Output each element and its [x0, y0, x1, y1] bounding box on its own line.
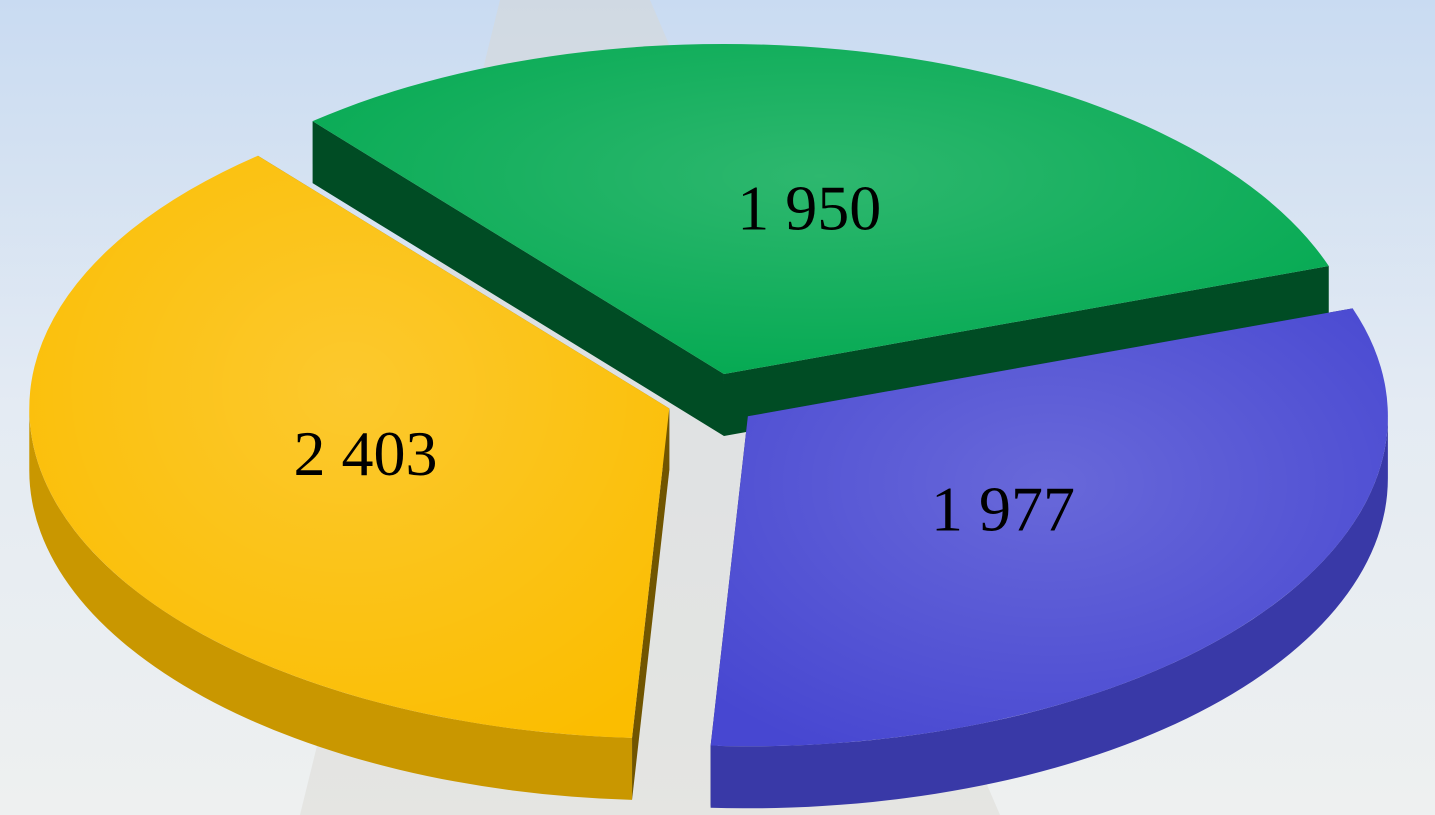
data-label: 1 950: [737, 173, 881, 244]
pie-slice: 1 977: [710, 308, 1388, 809]
slice-wall: [723, 265, 1329, 436]
slice-sheen: [710, 308, 1388, 747]
data-label: 1 977: [931, 474, 1075, 545]
pie-slice: 1 950: [312, 43, 1329, 436]
slice-side: [29, 408, 633, 800]
pie: 1 950 2 403 1 977: [29, 43, 1388, 809]
slice-wall: [312, 121, 724, 436]
slice-sheen: [312, 43, 1329, 374]
slice-sheen: [29, 155, 670, 738]
slice-wall: [632, 408, 670, 800]
pie-slice: 2 403: [29, 155, 670, 800]
data-label: 2 403: [294, 418, 438, 489]
slice-side: [710, 416, 1388, 809]
